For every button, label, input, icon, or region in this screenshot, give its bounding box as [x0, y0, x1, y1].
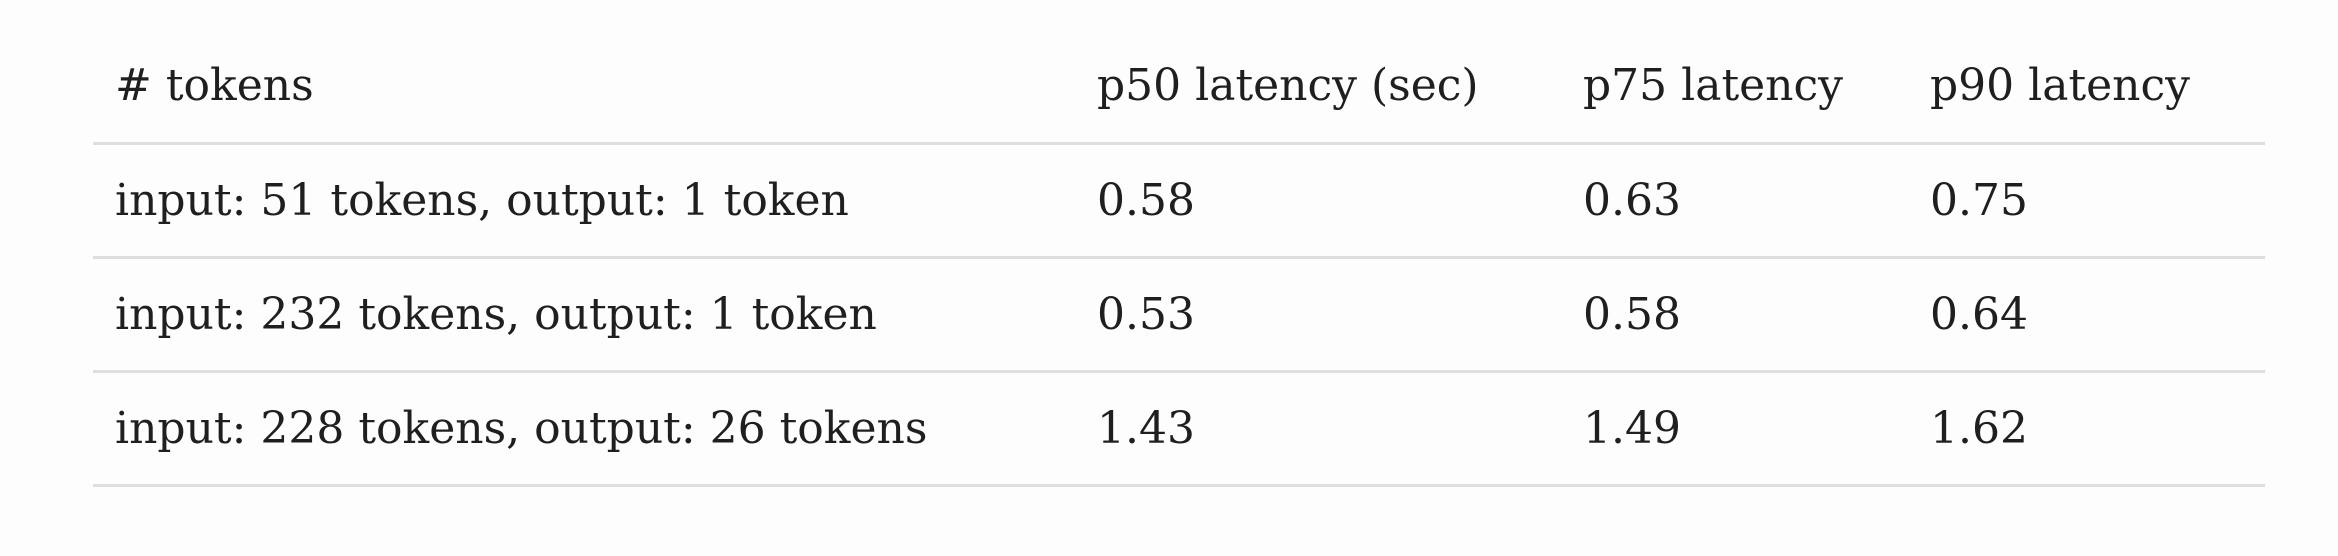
header-p50-latency: p50 latency (sec) [1097, 60, 1479, 111]
cell-p75: 0.58 [1583, 288, 1681, 340]
cell-p75: 0.63 [1583, 174, 1681, 226]
cell-tokens: input: 228 tokens, output: 26 tokens [115, 402, 928, 454]
cell-p90: 0.75 [1930, 174, 2028, 226]
table-row: input: 51 tokens, output: 1 token 0.58 0… [93, 145, 2265, 259]
cell-p50: 1.43 [1097, 402, 1195, 454]
cell-p75: 1.49 [1583, 402, 1681, 454]
cell-p50: 0.53 [1097, 288, 1195, 340]
table-header-row: # tokens p50 latency (sec) p75 latency p… [93, 24, 2265, 145]
latency-table: # tokens p50 latency (sec) p75 latency p… [93, 24, 2265, 487]
cell-tokens: input: 51 tokens, output: 1 token [115, 174, 849, 226]
table-row: input: 232 tokens, output: 1 token 0.53 … [93, 259, 2265, 373]
cell-p90: 0.64 [1930, 288, 2028, 340]
table-row: input: 228 tokens, output: 26 tokens 1.4… [93, 373, 2265, 487]
cell-p50: 0.58 [1097, 174, 1195, 226]
header-p90-latency: p90 latency [1930, 60, 2191, 111]
header-p75-latency: p75 latency [1583, 60, 1844, 111]
cell-p90: 1.62 [1930, 402, 2028, 454]
cell-tokens: input: 232 tokens, output: 1 token [115, 288, 877, 340]
header-tokens: # tokens [115, 60, 314, 111]
